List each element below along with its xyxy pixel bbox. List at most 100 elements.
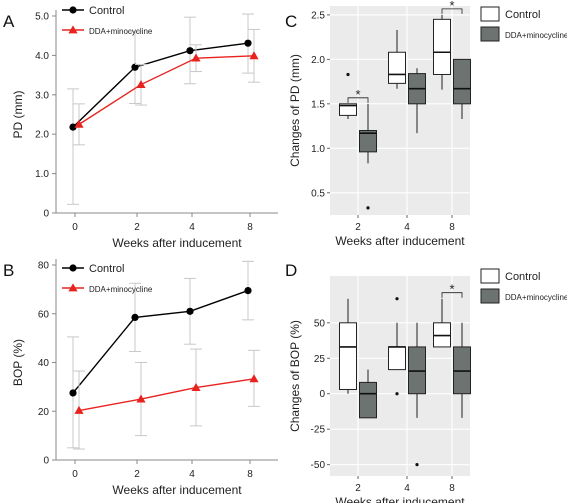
box xyxy=(359,381,377,419)
outlier-point xyxy=(346,72,350,77)
legend-label: Control xyxy=(89,263,124,275)
x-axis-label: Weeks after inducement xyxy=(112,483,242,497)
y-axis-label: Changes of PD (mm) xyxy=(288,54,302,167)
significance-bracket xyxy=(347,97,369,103)
legend-label: DDA+minocycline xyxy=(89,27,153,36)
outlier-point xyxy=(395,392,399,396)
y-tick-label: 0 xyxy=(43,209,49,220)
panel-label: A xyxy=(3,12,15,31)
y-tick-label: 80 xyxy=(38,261,50,272)
y-axis-label: PD (mm) xyxy=(11,91,25,139)
series-line-1 xyxy=(78,378,255,412)
y-tick-label: 20 xyxy=(38,407,50,418)
y-tick-label: 4.0 xyxy=(35,51,49,62)
data-point xyxy=(74,119,84,128)
x-tick-label: 2 xyxy=(355,483,361,494)
data-point xyxy=(244,286,252,295)
y-tick-label: 1.5 xyxy=(311,99,325,110)
box xyxy=(339,322,357,390)
y-tick-label: 0 xyxy=(43,456,49,467)
data-point xyxy=(69,123,77,131)
x-axis-label: Weeks after inducement xyxy=(112,236,242,250)
legend-label: DDA+minocycline xyxy=(505,293,567,302)
data-point xyxy=(191,53,201,62)
y-tick-label: 5.0 xyxy=(35,12,49,23)
y-tick-label: 1.0 xyxy=(311,144,325,155)
x-tick-label: 4 xyxy=(404,483,410,494)
x-tick-label: 4 xyxy=(189,469,195,480)
x-axis-label: Weeks after inducement xyxy=(335,495,465,503)
data-point xyxy=(131,63,139,71)
box xyxy=(339,103,357,116)
data-point xyxy=(74,405,84,414)
legend-label: Control xyxy=(505,9,540,21)
box xyxy=(433,18,451,75)
y-tick-label: 40 xyxy=(38,358,50,369)
series-line-0 xyxy=(72,42,249,128)
data-point xyxy=(136,394,146,403)
x-tick-label: 0 xyxy=(72,222,78,233)
y-axis-label: BOP (%) xyxy=(11,339,25,386)
data-point xyxy=(136,79,146,88)
y-tick-label: -50 xyxy=(311,460,326,471)
legend-swatch xyxy=(480,6,500,22)
x-tick-label: 8 xyxy=(449,222,455,233)
data-point xyxy=(186,47,194,55)
significance-star: * xyxy=(449,0,454,13)
significance-star: * xyxy=(355,87,360,102)
legend-label: DDA+minocycline xyxy=(89,285,153,294)
legend-marker xyxy=(69,264,77,272)
legend-marker xyxy=(69,6,77,14)
x-tick-label: 4 xyxy=(404,222,410,233)
x-tick-label: 2 xyxy=(134,469,140,480)
x-tick-label: 2 xyxy=(134,222,140,233)
data-point xyxy=(186,307,194,315)
box xyxy=(359,130,377,153)
y-tick-label: 2.0 xyxy=(311,55,325,66)
x-axis-label: Weeks after inducement xyxy=(335,234,465,248)
outlier-point xyxy=(366,206,370,210)
significance-bracket xyxy=(441,292,463,298)
legend-label: Control xyxy=(505,271,540,283)
panel-label: B xyxy=(3,261,14,280)
legend-marker xyxy=(68,283,78,292)
panel-a: A 0 1.0 2.0 3.0 4.0 5.0 0 2 4 8 Weeks after inducem… xyxy=(3,5,278,250)
x-tick-label: 4 xyxy=(189,222,195,233)
data-point xyxy=(69,389,77,397)
data-point xyxy=(244,39,252,47)
box xyxy=(388,346,406,371)
y-tick-label: 0.5 xyxy=(311,188,325,199)
outlier-point xyxy=(415,463,419,467)
legend-swatch xyxy=(480,288,500,304)
y-tick-label: 1.0 xyxy=(35,169,49,180)
box xyxy=(388,51,406,84)
significance-bracket xyxy=(441,8,463,14)
panel-b: B 0 20 40 60 80 0 2 4 8 Weeks after inducement BOP … xyxy=(3,259,278,497)
box xyxy=(453,58,471,105)
data-point xyxy=(249,374,259,383)
x-tick-label: 0 xyxy=(72,469,78,480)
x-tick-label: 2 xyxy=(355,222,361,233)
data-point xyxy=(131,313,139,322)
y-tick-label: 0 xyxy=(319,389,325,400)
y-tick-label: 2.5 xyxy=(311,10,325,21)
panel-label: C xyxy=(285,12,297,31)
outlier-point xyxy=(395,297,399,301)
x-tick-label: 8 xyxy=(247,469,253,480)
y-tick-label: 25 xyxy=(314,354,326,365)
significance-star: * xyxy=(449,282,454,297)
y-tick-label: 50 xyxy=(314,318,326,329)
series-line-0 xyxy=(72,289,249,394)
series-line-1 xyxy=(78,55,255,125)
legend-marker xyxy=(68,25,78,34)
x-tick-label: 8 xyxy=(449,483,455,494)
x-tick-label: 8 xyxy=(247,222,253,233)
legend-swatch xyxy=(480,268,500,284)
data-point xyxy=(191,383,201,392)
y-tick-label: 2.0 xyxy=(35,130,49,141)
legend-label: DDA+minocycline xyxy=(505,31,567,40)
y-tick-label: -25 xyxy=(311,425,326,436)
y-tick-label: 3.0 xyxy=(35,90,49,101)
